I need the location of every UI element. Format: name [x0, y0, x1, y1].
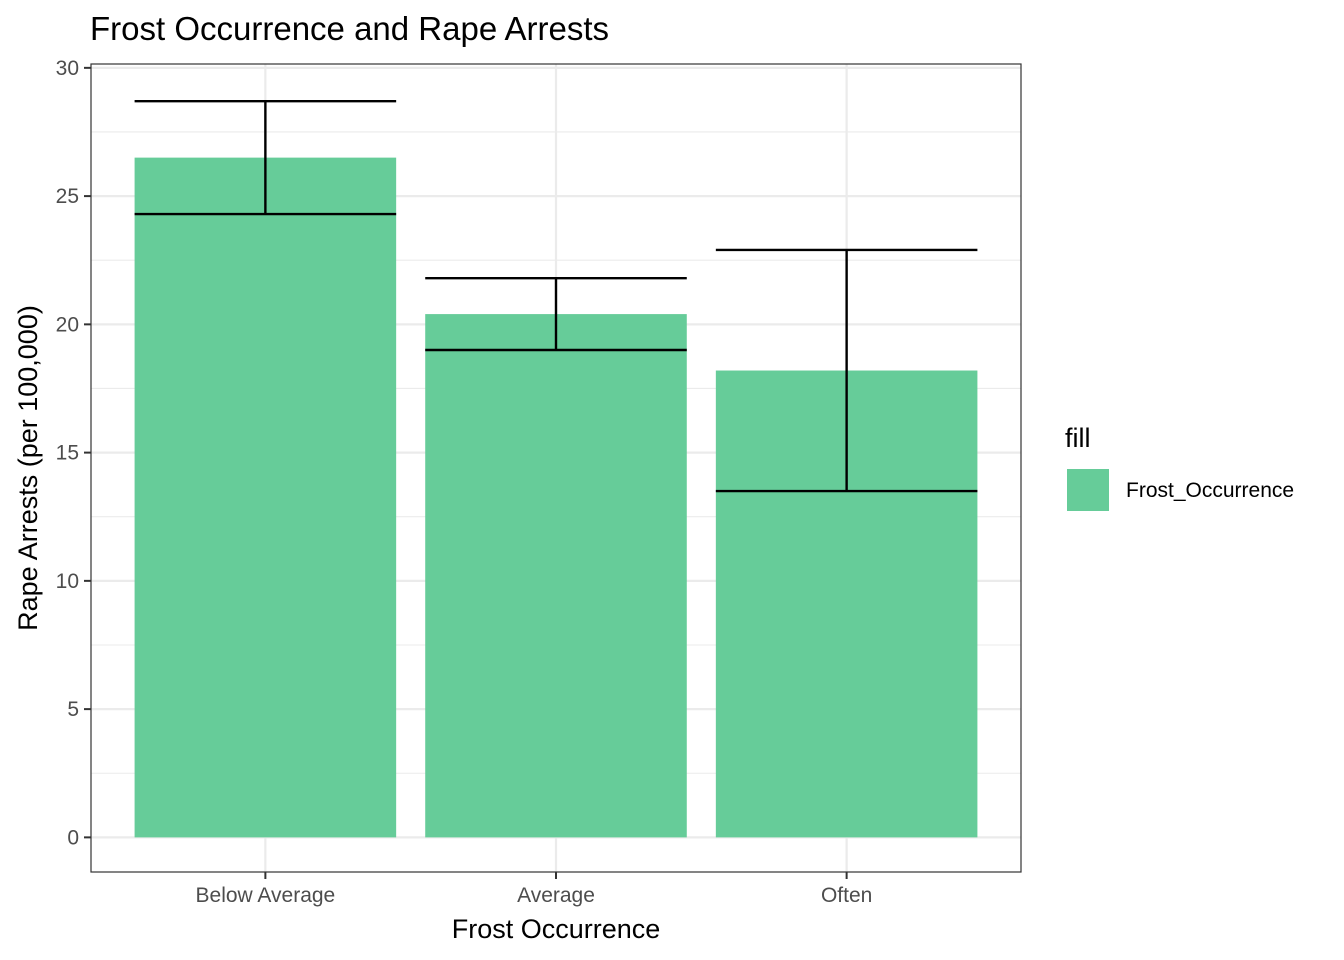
x-tick-label: Average — [517, 884, 595, 907]
y-tick-label: 20 — [56, 313, 79, 336]
y-tick-label: 15 — [56, 442, 79, 465]
bar-average — [425, 314, 687, 838]
legend-title: fill — [1065, 423, 1091, 453]
legend-label: Frost_Occurrence — [1126, 479, 1294, 502]
y-tick-label: 25 — [56, 185, 79, 208]
y-axis-title: Rape Arrests (per 100,000) — [13, 305, 43, 631]
legend-key — [1067, 469, 1109, 511]
x-axis-title: Frost Occurrence — [452, 914, 661, 944]
x-tick-label: Below Average — [196, 884, 336, 907]
legend: fill Frost_Occurrence — [1065, 423, 1294, 511]
y-tick-label: 0 — [67, 826, 79, 849]
chart-title: Frost Occurrence and Rape Arrests — [90, 10, 609, 47]
y-tick-label: 30 — [56, 57, 79, 80]
error-bar — [134, 99, 397, 216]
y-tick-label: 5 — [67, 698, 79, 721]
error-bar — [425, 276, 687, 352]
x-tick-label: Often — [821, 884, 872, 907]
axes: 0 5 10 15 20 25 30 Below Average Average Often — [56, 57, 873, 907]
error-bar — [715, 248, 978, 493]
error-bars — [134, 99, 978, 493]
y-tick-label: 10 — [56, 570, 79, 593]
bar-below-average — [134, 157, 397, 838]
